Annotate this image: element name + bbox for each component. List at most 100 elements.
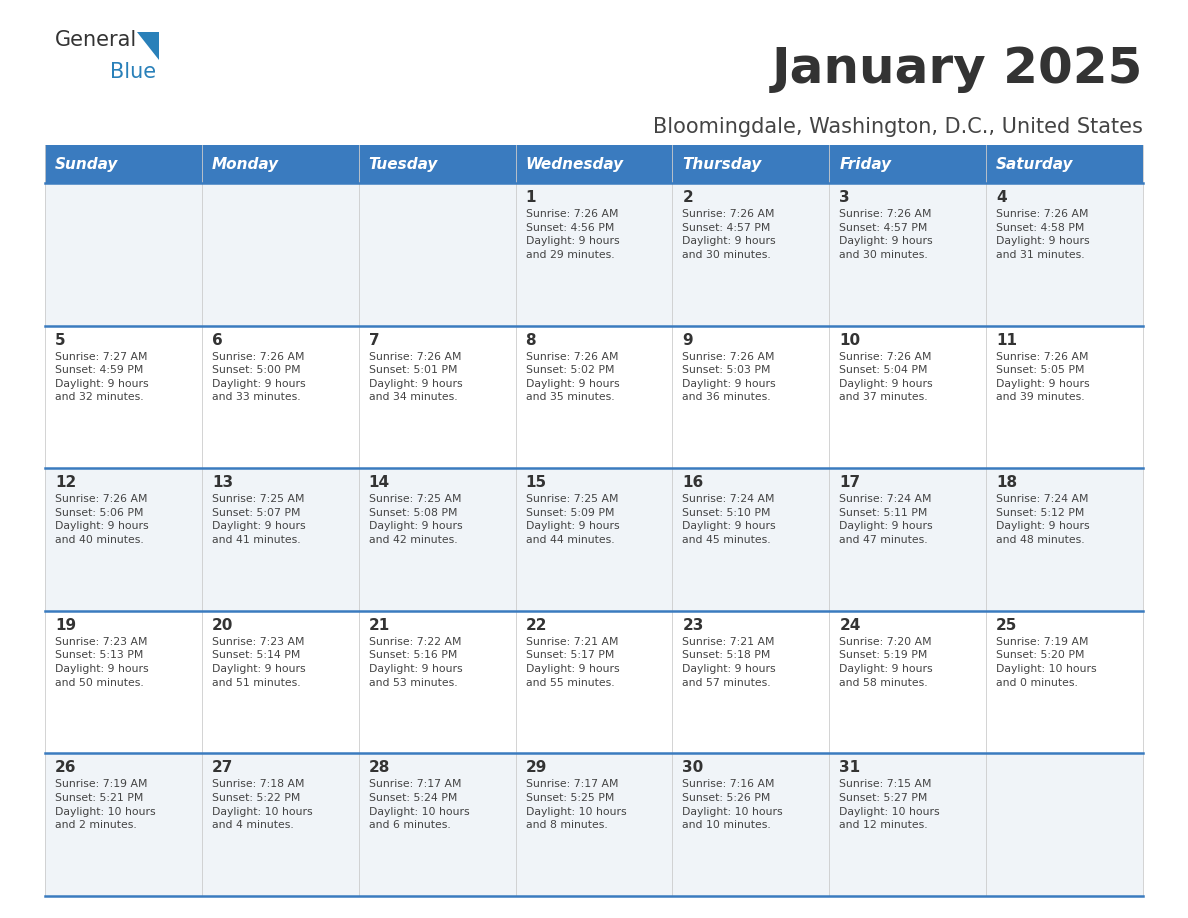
Text: Bloomingdale, Washington, D.C., United States: Bloomingdale, Washington, D.C., United S… [653, 117, 1143, 137]
Text: Sunrise: 7:26 AM
Sunset: 5:05 PM
Daylight: 9 hours
and 39 minutes.: Sunrise: 7:26 AM Sunset: 5:05 PM Dayligh… [997, 352, 1089, 402]
Bar [359, 468, 516, 610]
Text: Sunrise: 7:25 AM
Sunset: 5:09 PM
Daylight: 9 hours
and 44 minutes.: Sunrise: 7:25 AM Sunset: 5:09 PM Dayligh… [525, 494, 619, 545]
Bar [45, 468, 202, 610]
Bar [359, 183, 516, 326]
Text: 30: 30 [682, 760, 703, 776]
Bar [45, 754, 202, 896]
Text: 13: 13 [211, 476, 233, 490]
Bar [829, 468, 986, 610]
Text: Sunrise: 7:17 AM
Sunset: 5:25 PM
Daylight: 10 hours
and 8 minutes.: Sunrise: 7:17 AM Sunset: 5:25 PM Dayligh… [525, 779, 626, 830]
Text: 21: 21 [368, 618, 390, 633]
Bar [986, 183, 1143, 326]
Bar [359, 754, 516, 896]
Text: 7: 7 [368, 332, 379, 348]
Text: Monday: Monday [211, 156, 279, 172]
Bar [202, 754, 359, 896]
Bar [672, 468, 829, 610]
Text: Sunrise: 7:26 AM
Sunset: 4:57 PM
Daylight: 9 hours
and 30 minutes.: Sunrise: 7:26 AM Sunset: 4:57 PM Dayligh… [682, 209, 776, 260]
Text: 15: 15 [525, 476, 546, 490]
Bar [516, 145, 672, 183]
Bar [986, 468, 1143, 610]
Text: Sunrise: 7:26 AM
Sunset: 4:56 PM
Daylight: 9 hours
and 29 minutes.: Sunrise: 7:26 AM Sunset: 4:56 PM Dayligh… [525, 209, 619, 260]
Bar [202, 468, 359, 610]
Bar [672, 610, 829, 754]
Text: Sunrise: 7:16 AM
Sunset: 5:26 PM
Daylight: 10 hours
and 10 minutes.: Sunrise: 7:16 AM Sunset: 5:26 PM Dayligh… [682, 779, 783, 830]
Bar [202, 610, 359, 754]
Text: 28: 28 [368, 760, 390, 776]
Text: Sunrise: 7:18 AM
Sunset: 5:22 PM
Daylight: 10 hours
and 4 minutes.: Sunrise: 7:18 AM Sunset: 5:22 PM Dayligh… [211, 779, 312, 830]
Text: Sunrise: 7:17 AM
Sunset: 5:24 PM
Daylight: 10 hours
and 6 minutes.: Sunrise: 7:17 AM Sunset: 5:24 PM Dayligh… [368, 779, 469, 830]
Bar [45, 183, 202, 326]
Bar [829, 145, 986, 183]
Text: Sunrise: 7:24 AM
Sunset: 5:12 PM
Daylight: 9 hours
and 48 minutes.: Sunrise: 7:24 AM Sunset: 5:12 PM Dayligh… [997, 494, 1089, 545]
Text: 22: 22 [525, 618, 546, 633]
Text: 9: 9 [682, 332, 693, 348]
Text: Sunrise: 7:26 AM
Sunset: 5:06 PM
Daylight: 9 hours
and 40 minutes.: Sunrise: 7:26 AM Sunset: 5:06 PM Dayligh… [55, 494, 148, 545]
Text: Sunrise: 7:22 AM
Sunset: 5:16 PM
Daylight: 9 hours
and 53 minutes.: Sunrise: 7:22 AM Sunset: 5:16 PM Dayligh… [368, 637, 462, 688]
Bar [45, 610, 202, 754]
Bar [672, 754, 829, 896]
Bar [986, 145, 1143, 183]
Bar [986, 610, 1143, 754]
Text: 3: 3 [839, 190, 849, 205]
Bar [516, 183, 672, 326]
Bar [986, 754, 1143, 896]
Text: Sunrise: 7:26 AM
Sunset: 5:01 PM
Daylight: 9 hours
and 34 minutes.: Sunrise: 7:26 AM Sunset: 5:01 PM Dayligh… [368, 352, 462, 402]
Text: Wednesday: Wednesday [525, 156, 624, 172]
Text: Thursday: Thursday [682, 156, 762, 172]
Text: 14: 14 [368, 476, 390, 490]
Text: Saturday: Saturday [997, 156, 1074, 172]
Text: 19: 19 [55, 618, 76, 633]
Text: Sunrise: 7:26 AM
Sunset: 5:00 PM
Daylight: 9 hours
and 33 minutes.: Sunrise: 7:26 AM Sunset: 5:00 PM Dayligh… [211, 352, 305, 402]
Bar [516, 754, 672, 896]
Text: 12: 12 [55, 476, 76, 490]
Text: 10: 10 [839, 332, 860, 348]
Text: Sunrise: 7:26 AM
Sunset: 4:58 PM
Daylight: 9 hours
and 31 minutes.: Sunrise: 7:26 AM Sunset: 4:58 PM Dayligh… [997, 209, 1089, 260]
Text: 29: 29 [525, 760, 546, 776]
Text: 31: 31 [839, 760, 860, 776]
Text: Sunrise: 7:26 AM
Sunset: 5:04 PM
Daylight: 9 hours
and 37 minutes.: Sunrise: 7:26 AM Sunset: 5:04 PM Dayligh… [839, 352, 933, 402]
Bar [829, 754, 986, 896]
Text: Sunrise: 7:25 AM
Sunset: 5:08 PM
Daylight: 9 hours
and 42 minutes.: Sunrise: 7:25 AM Sunset: 5:08 PM Dayligh… [368, 494, 462, 545]
Bar [45, 145, 202, 183]
Text: 17: 17 [839, 476, 860, 490]
Text: Sunrise: 7:21 AM
Sunset: 5:18 PM
Daylight: 9 hours
and 57 minutes.: Sunrise: 7:21 AM Sunset: 5:18 PM Dayligh… [682, 637, 776, 688]
Bar [202, 145, 359, 183]
Text: Sunrise: 7:19 AM
Sunset: 5:21 PM
Daylight: 10 hours
and 2 minutes.: Sunrise: 7:19 AM Sunset: 5:21 PM Dayligh… [55, 779, 156, 830]
Text: 8: 8 [525, 332, 536, 348]
Text: 24: 24 [839, 618, 860, 633]
Bar [516, 610, 672, 754]
Text: 25: 25 [997, 618, 1017, 633]
Bar [829, 183, 986, 326]
Text: Sunrise: 7:26 AM
Sunset: 5:03 PM
Daylight: 9 hours
and 36 minutes.: Sunrise: 7:26 AM Sunset: 5:03 PM Dayligh… [682, 352, 776, 402]
Text: Blue: Blue [110, 62, 156, 82]
Bar [359, 610, 516, 754]
Text: Sunrise: 7:20 AM
Sunset: 5:19 PM
Daylight: 9 hours
and 58 minutes.: Sunrise: 7:20 AM Sunset: 5:19 PM Dayligh… [839, 637, 933, 688]
Text: 11: 11 [997, 332, 1017, 348]
Bar [516, 468, 672, 610]
Text: Sunrise: 7:25 AM
Sunset: 5:07 PM
Daylight: 9 hours
and 41 minutes.: Sunrise: 7:25 AM Sunset: 5:07 PM Dayligh… [211, 494, 305, 545]
Text: Friday: Friday [839, 156, 891, 172]
Text: Sunrise: 7:19 AM
Sunset: 5:20 PM
Daylight: 10 hours
and 0 minutes.: Sunrise: 7:19 AM Sunset: 5:20 PM Dayligh… [997, 637, 1097, 688]
Text: Tuesday: Tuesday [368, 156, 438, 172]
Bar [672, 183, 829, 326]
Text: 20: 20 [211, 618, 233, 633]
Bar [986, 326, 1143, 468]
Text: 18: 18 [997, 476, 1017, 490]
Bar [202, 326, 359, 468]
Text: 26: 26 [55, 760, 76, 776]
Text: January 2025: January 2025 [772, 45, 1143, 93]
Text: 4: 4 [997, 190, 1006, 205]
Text: 23: 23 [682, 618, 703, 633]
Bar [672, 145, 829, 183]
Text: General: General [55, 30, 138, 50]
Bar [359, 145, 516, 183]
Bar [829, 326, 986, 468]
Text: 1: 1 [525, 190, 536, 205]
Text: Sunrise: 7:26 AM
Sunset: 5:02 PM
Daylight: 9 hours
and 35 minutes.: Sunrise: 7:26 AM Sunset: 5:02 PM Dayligh… [525, 352, 619, 402]
Bar [45, 326, 202, 468]
Bar [516, 326, 672, 468]
Text: Sunday: Sunday [55, 156, 119, 172]
Text: 6: 6 [211, 332, 222, 348]
Text: Sunrise: 7:24 AM
Sunset: 5:10 PM
Daylight: 9 hours
and 45 minutes.: Sunrise: 7:24 AM Sunset: 5:10 PM Dayligh… [682, 494, 776, 545]
